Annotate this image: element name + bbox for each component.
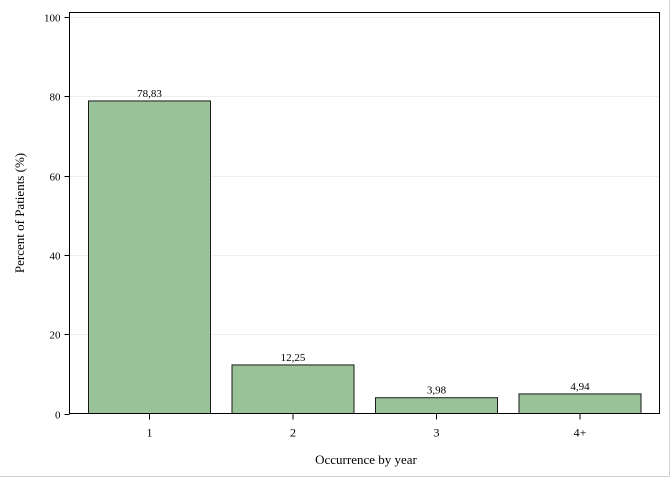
value-labels: 78,83 12,25 3,98 4,94	[137, 88, 590, 397]
bar-value-label: 4,94	[570, 381, 590, 393]
y-tick-label: 100	[44, 13, 61, 25]
x-tick-label: 2	[290, 426, 296, 440]
x-tick-label: 1	[147, 426, 153, 440]
bars	[88, 100, 642, 415]
y-axis: 0 20 40 60 80 100	[44, 13, 70, 422]
bar-value-label: 78,83	[137, 88, 162, 100]
plot-frame	[69, 12, 660, 414]
y-tick-label: 0	[55, 410, 61, 422]
bar	[375, 397, 498, 414]
bar	[88, 100, 211, 414]
bar	[231, 364, 355, 414]
x-axis-title: Occurrence by year	[315, 452, 417, 467]
bar	[518, 393, 642, 415]
y-axis-title: Percent of Patients (%)	[12, 153, 27, 273]
bar-value-label: 3,98	[427, 385, 447, 397]
y-tick-label: 60	[50, 172, 62, 184]
x-tick-label: 4+	[574, 426, 587, 440]
x-tick-label: 3	[434, 426, 440, 440]
y-tick-label: 80	[50, 92, 62, 104]
x-axis: 1 2 3 4+	[147, 413, 587, 440]
y-tick-label: 40	[50, 251, 62, 263]
bar-value-label: 12,25	[281, 352, 306, 364]
y-tick-label: 20	[50, 330, 62, 342]
